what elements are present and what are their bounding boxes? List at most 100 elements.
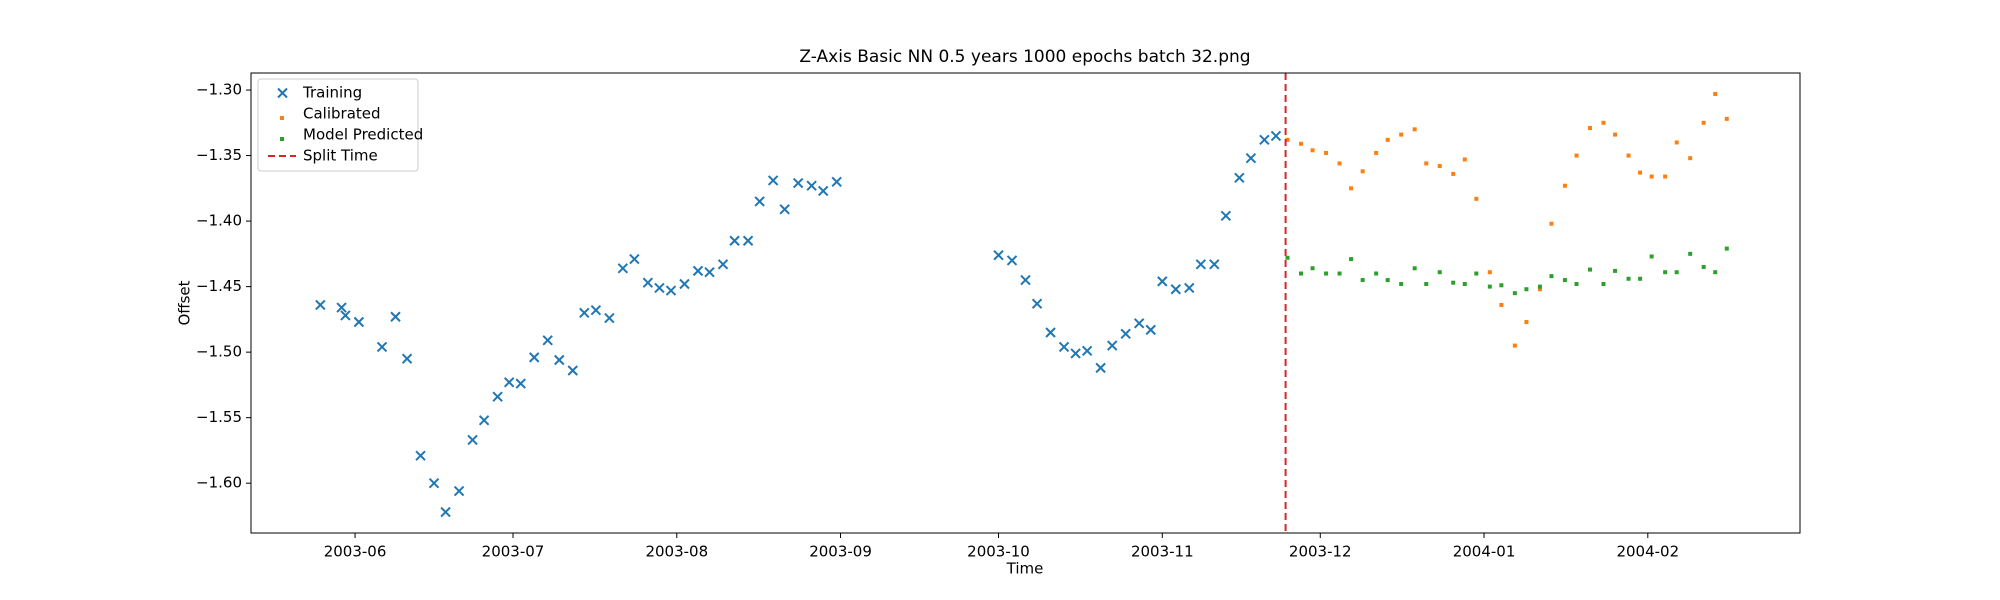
point-glyph	[1245, 152, 1257, 164]
point-glyph	[340, 310, 351, 321]
point-glyph	[554, 354, 565, 366]
legend-swatch	[280, 137, 284, 141]
point-glyph	[1259, 134, 1270, 146]
point-glyph	[1157, 276, 1168, 287]
point	[1474, 271, 1479, 276]
point	[629, 253, 640, 265]
point-glyph	[440, 506, 451, 518]
point	[642, 277, 654, 288]
point-glyph	[492, 391, 503, 402]
point	[1688, 156, 1693, 161]
point	[1724, 246, 1729, 251]
point	[1562, 278, 1567, 283]
point-glyph	[590, 305, 602, 316]
point	[806, 180, 817, 191]
point	[567, 365, 578, 376]
point-glyph	[1133, 318, 1145, 329]
point	[1285, 137, 1290, 142]
point-glyph	[353, 316, 365, 328]
point	[1626, 276, 1631, 281]
point	[704, 266, 715, 278]
point	[1259, 134, 1270, 146]
point	[1549, 274, 1554, 279]
point	[1020, 274, 1031, 286]
point	[1499, 283, 1504, 288]
legend-label: Calibrated	[303, 105, 381, 123]
point	[1524, 287, 1529, 292]
point	[1613, 268, 1618, 273]
point-glyph	[767, 175, 779, 186]
point	[604, 312, 615, 324]
point	[1145, 324, 1156, 336]
point	[1499, 302, 1504, 307]
point	[1285, 255, 1290, 260]
point	[1562, 183, 1567, 188]
point	[1549, 221, 1554, 226]
point	[665, 285, 677, 296]
point	[1324, 150, 1329, 155]
point	[542, 335, 553, 346]
x-tick-label: 2003-06	[324, 543, 387, 561]
point	[554, 354, 565, 366]
x-tick-label: 2004-02	[1616, 543, 1679, 561]
point	[1385, 278, 1390, 283]
point	[1385, 137, 1390, 142]
point-glyph	[1106, 340, 1118, 351]
y-tick-label: −1.60	[196, 474, 242, 492]
point-glyph	[1031, 298, 1043, 309]
point-glyph	[401, 353, 413, 364]
plot-frame	[250, 72, 1801, 534]
point-glyph	[1095, 362, 1106, 374]
legend-box	[257, 78, 419, 172]
point-glyph	[1045, 327, 1056, 338]
point-glyph	[617, 263, 629, 274]
point	[1713, 270, 1718, 275]
point	[478, 415, 490, 426]
point	[579, 307, 590, 319]
point	[1437, 164, 1442, 169]
point	[1337, 161, 1342, 166]
point	[1324, 271, 1329, 276]
point	[590, 305, 602, 316]
y-tick-label: −1.30	[196, 81, 242, 99]
point	[1399, 132, 1404, 137]
point-glyph	[654, 282, 665, 294]
point-glyph	[515, 378, 526, 389]
point	[1701, 264, 1706, 269]
point	[1724, 116, 1729, 121]
point	[1713, 91, 1718, 96]
point	[1663, 174, 1668, 179]
point	[492, 391, 503, 402]
point-glyph	[806, 180, 817, 191]
point-glyph	[1120, 328, 1131, 340]
point-glyph	[1184, 282, 1195, 294]
point-glyph	[1220, 210, 1232, 222]
point	[1512, 343, 1517, 348]
point	[453, 485, 465, 497]
point	[1399, 281, 1404, 286]
point-glyph	[665, 285, 677, 296]
point	[679, 278, 690, 290]
point-glyph	[817, 185, 829, 197]
point	[717, 259, 729, 270]
point-glyph	[1145, 324, 1156, 336]
point	[1220, 210, 1232, 222]
point	[1349, 257, 1354, 262]
point	[1638, 276, 1643, 281]
legend-label: Training	[302, 84, 362, 102]
point	[993, 249, 1004, 261]
point-glyph	[831, 176, 842, 187]
point-glyph	[679, 278, 690, 290]
point-glyph	[336, 302, 347, 313]
point	[428, 477, 440, 489]
point-glyph	[579, 307, 590, 319]
point	[376, 341, 388, 353]
point	[617, 263, 629, 274]
y-tick-label: −1.55	[196, 408, 242, 426]
point	[340, 310, 351, 321]
point	[1424, 161, 1429, 166]
point	[1360, 169, 1365, 174]
point	[692, 265, 704, 277]
point	[1374, 150, 1379, 155]
